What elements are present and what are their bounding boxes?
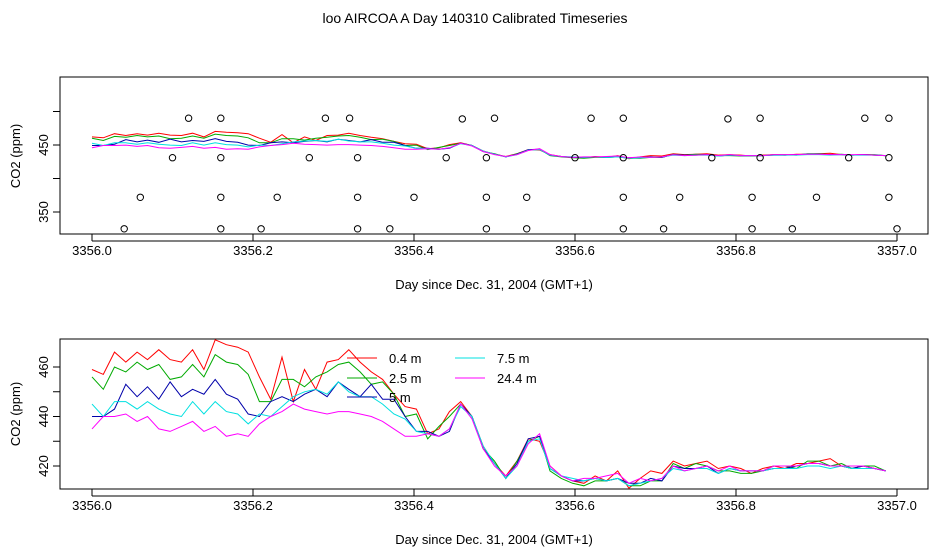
legend-label: 24.4 m xyxy=(497,371,537,386)
top-outlier-point xyxy=(756,114,764,122)
bottom-series-lines xyxy=(91,339,886,490)
top-outlier-point xyxy=(708,154,716,162)
bottom-series-24-4-mm-line xyxy=(91,403,886,484)
top-outlier-point xyxy=(442,154,450,162)
top-outlier-point xyxy=(386,225,394,233)
top-outlier-point xyxy=(353,193,362,202)
top-y-tick-label: 350 xyxy=(36,201,51,223)
bottom-plot-frame xyxy=(59,338,929,490)
top-outlier-point xyxy=(748,193,756,202)
top-outlier-point xyxy=(885,154,893,162)
figure-title: loo AIRCOA A Day 140310 Calibrated Times… xyxy=(322,10,628,26)
top-x-axis-label: Day since Dec. 31, 2004 (GMT+1) xyxy=(395,277,593,292)
legend: 0.4 m 2.5 m 5 m 7.5 m 24.4 m xyxy=(347,351,537,405)
top-outlier-point xyxy=(756,154,764,162)
top-x-tick-label: 3356.8 xyxy=(716,243,756,258)
top-outlier-point xyxy=(885,193,893,202)
top-outlier-point xyxy=(619,193,627,202)
top-outlier-point xyxy=(410,193,418,202)
top-outlier-point xyxy=(587,114,595,122)
top-outlier-point xyxy=(724,115,732,123)
top-outlier-point xyxy=(168,154,177,162)
top-outlier-point xyxy=(893,225,901,233)
top-x-tick-label: 3356.0 xyxy=(72,243,112,258)
top-x-tick-label: 3356.6 xyxy=(555,243,595,258)
bottom-axes: 3356.0 3356.2 3356.4 3356.6 3356.8 3357.0 420 4… xyxy=(36,356,917,513)
top-outlier-point xyxy=(120,225,128,233)
legend-label: 5 m xyxy=(389,390,411,405)
top-outlier-point xyxy=(458,115,466,123)
top-outlier-point xyxy=(217,193,225,202)
top-outlier-point xyxy=(345,114,354,122)
bottom-x-tick-label: 3357.0 xyxy=(877,498,917,513)
top-y-tick-label: 450 xyxy=(36,134,51,156)
top-outlier-point xyxy=(523,193,531,202)
bottom-y-axis-label: CO2 (ppm) xyxy=(8,382,23,446)
bottom-x-tick-label: 3356.2 xyxy=(233,498,273,513)
top-outlier-point xyxy=(490,114,499,122)
top-x-tick-label: 3356.4 xyxy=(394,243,434,258)
top-outlier-point xyxy=(353,154,362,162)
top-outlier-point xyxy=(482,154,491,162)
bottom-y-tick-label: 440 xyxy=(36,406,51,428)
top-outlier-point xyxy=(885,114,893,122)
top-outlier-point xyxy=(136,193,145,202)
top-outlier-point xyxy=(217,225,225,233)
top-x-tick-label: 3357.0 xyxy=(877,243,917,258)
top-y-axis-label: CO2 (ppm) xyxy=(8,124,23,188)
top-x-tick-label: 3356.2 xyxy=(233,243,273,258)
top-outlier-point xyxy=(748,225,756,233)
top-plot-frame xyxy=(59,76,929,235)
bottom-series-7-5-mm-line xyxy=(91,381,886,487)
top-series-lines xyxy=(91,130,886,160)
top-outlier-point xyxy=(845,154,853,162)
bottom-x-tick-label: 3356.6 xyxy=(555,498,595,513)
bottom-x-axis-label: Day since Dec. 31, 2004 (GMT+1) xyxy=(395,532,593,547)
top-series-24-4-mm-line xyxy=(91,142,886,159)
top-outlier-point xyxy=(257,225,265,233)
top-outlier-point xyxy=(571,154,579,162)
top-outlier-point xyxy=(273,193,281,202)
top-outlier-point xyxy=(217,154,225,162)
bottom-series-2-5-mm-line xyxy=(91,353,886,487)
top-outlier-point xyxy=(482,225,491,233)
bottom-x-tick-label: 3356.4 xyxy=(394,498,434,513)
top-outlier-point xyxy=(861,114,869,122)
bottom-y-tick-label: 420 xyxy=(36,455,51,477)
top-outlier-point xyxy=(676,193,684,202)
top-outlier-point xyxy=(788,225,796,233)
top-outlier-point xyxy=(482,193,491,202)
legend-label: 0.4 m xyxy=(389,351,422,366)
top-outlier-point xyxy=(305,154,313,162)
legend-label: 2.5 m xyxy=(389,371,422,386)
top-outlier-points xyxy=(120,114,901,233)
top-outlier-point xyxy=(184,114,193,122)
top-outlier-point xyxy=(321,114,330,122)
top-outlier-point xyxy=(217,114,225,122)
top-outlier-point xyxy=(619,225,627,233)
bottom-y-tick-label: 460 xyxy=(36,356,51,378)
top-axes: 3356.0 3356.2 3356.4 3356.6 3356.8 3357.0 350 4… xyxy=(36,111,917,258)
top-outlier-point xyxy=(353,225,362,233)
bottom-x-tick-label: 3356.0 xyxy=(72,498,112,513)
top-outlier-point xyxy=(812,193,821,202)
top-outlier-point xyxy=(523,225,531,233)
bottom-x-tick-label: 3356.8 xyxy=(716,498,756,513)
top-outlier-point xyxy=(619,114,627,122)
top-outlier-point xyxy=(659,225,668,233)
legend-label: 7.5 m xyxy=(497,351,530,366)
top-outlier-point xyxy=(619,154,627,162)
